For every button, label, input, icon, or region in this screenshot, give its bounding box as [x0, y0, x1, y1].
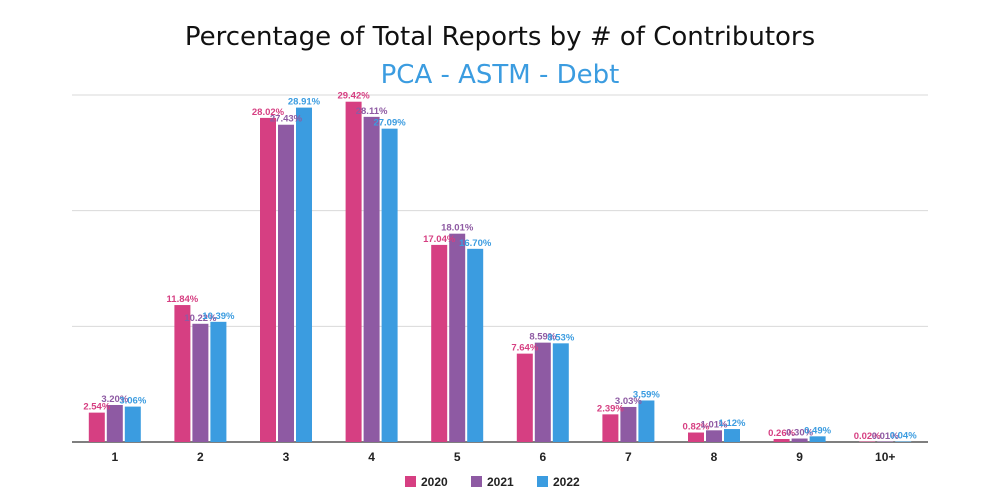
x-tick-label: 5	[454, 450, 461, 464]
data-label-2021-3: 27.43%	[270, 114, 303, 125]
x-tick-label: 7	[625, 450, 632, 464]
legend-swatch-2022	[537, 476, 548, 487]
bar-2021-10+	[877, 441, 894, 442]
bar-2022-4	[381, 128, 398, 442]
bar-2022-6	[552, 343, 569, 442]
data-label-2022-6: 8.53%	[547, 332, 574, 343]
chart-title: Percentage of Total Reports by # of Cont…	[184, 22, 816, 52]
data-label-2020-3: 28.02%	[252, 107, 285, 118]
data-label-2021-10+: 0.01%	[872, 431, 899, 442]
data-label-2022-10+: 0.04%	[890, 431, 917, 442]
x-tick-label: 3	[283, 450, 290, 464]
x-tick-label: 2	[197, 450, 204, 464]
bar-2021-3	[278, 124, 294, 443]
legend-label-2022: 2022	[553, 475, 580, 489]
data-label-2020-5: 17.04%	[423, 234, 456, 245]
data-label-2020-10+: 0.02%	[854, 431, 881, 442]
bar-2022-8	[724, 429, 740, 442]
data-label-2021-2: 10.22%	[184, 313, 217, 324]
x-tick-label: 10+	[875, 450, 895, 464]
x-tick-label: 1	[111, 450, 118, 464]
data-label-2020-2: 11.84%	[167, 294, 199, 305]
bar-2022-7	[638, 400, 655, 442]
bar-2020-9	[773, 438, 790, 442]
bar-2020-8	[688, 432, 704, 442]
bar-2020-3	[260, 117, 276, 442]
data-label-2021-6: 8.59%	[529, 332, 556, 343]
data-labels: 2.54%3.20%3.06%11.84%10.22%10.39%28.02%2…	[83, 91, 917, 442]
data-label-2021-7: 3.03%	[615, 396, 642, 407]
data-label-2021-5: 18.01%	[441, 223, 474, 234]
bar-2021-5	[449, 233, 466, 442]
x-axis-ticks: 1 2 3 4 5 6 7 8 9 10+	[111, 450, 895, 464]
bar-2020-6	[516, 353, 533, 442]
bar-2022-3	[296, 107, 312, 442]
data-label-2021-4: 28.11%	[356, 106, 388, 117]
x-tick-label: 4	[368, 450, 375, 464]
bar-2022-10+	[895, 441, 912, 442]
data-label-2022-8: 1.12%	[719, 418, 746, 429]
bar-2021-7	[620, 406, 637, 442]
data-label-2020-1: 2.54%	[83, 402, 110, 413]
data-label-2022-9: 0.49%	[804, 425, 831, 436]
data-label-2022-5: 16.70%	[459, 238, 492, 249]
chart-subtitle: PCA - ASTM - Debt	[380, 60, 620, 90]
x-tick-label: 9	[796, 450, 803, 464]
data-label-2022-4: 27.09%	[373, 118, 406, 129]
data-label-2022-1: 3.06%	[119, 396, 146, 407]
bar-2021-8	[706, 430, 722, 442]
data-label-2022-7: 3.59%	[633, 389, 660, 400]
bar-2022-5	[467, 248, 484, 442]
bar-2020-10+	[859, 441, 876, 442]
bar-2020-7	[602, 414, 619, 442]
bar-2021-9	[791, 438, 808, 442]
legend-swatch-2020	[405, 476, 416, 487]
data-label-2020-8: 0.82%	[683, 422, 710, 433]
bar-2020-1	[88, 412, 105, 442]
data-label-2021-1: 3.20%	[101, 394, 128, 405]
bar-2022-9	[809, 436, 826, 442]
x-tick-label: 8	[711, 450, 718, 464]
data-label-2021-8: 1.01%	[701, 419, 728, 430]
legend-label-2020: 2020	[421, 475, 448, 489]
x-tick-label: 6	[539, 450, 546, 464]
data-label-2021-9: 0.30%	[786, 428, 813, 439]
bar-2020-4	[345, 101, 362, 442]
bar-2020-2	[174, 305, 191, 442]
bar-2021-6	[534, 342, 551, 442]
bar-2020-5	[431, 244, 448, 442]
data-label-2020-9: 0.26%	[768, 428, 795, 439]
legend-label-2021: 2021	[487, 475, 514, 489]
bar-2021-4	[363, 116, 380, 443]
data-label-2020-7: 2.39%	[597, 403, 624, 414]
bars	[88, 101, 912, 443]
data-label-2022-3: 28.91%	[288, 97, 321, 108]
data-label-2022-2: 10.39%	[202, 311, 235, 322]
legend: 2020 2021 2022	[405, 475, 580, 489]
data-label-2020-4: 29.42%	[337, 91, 370, 102]
bar-2022-1	[124, 406, 141, 442]
data-label-2020-6: 7.64%	[511, 343, 538, 354]
bar-2021-2	[192, 323, 209, 442]
bar-2022-2	[210, 321, 227, 442]
legend-swatch-2021	[471, 476, 482, 487]
bar-2021-1	[106, 404, 123, 442]
